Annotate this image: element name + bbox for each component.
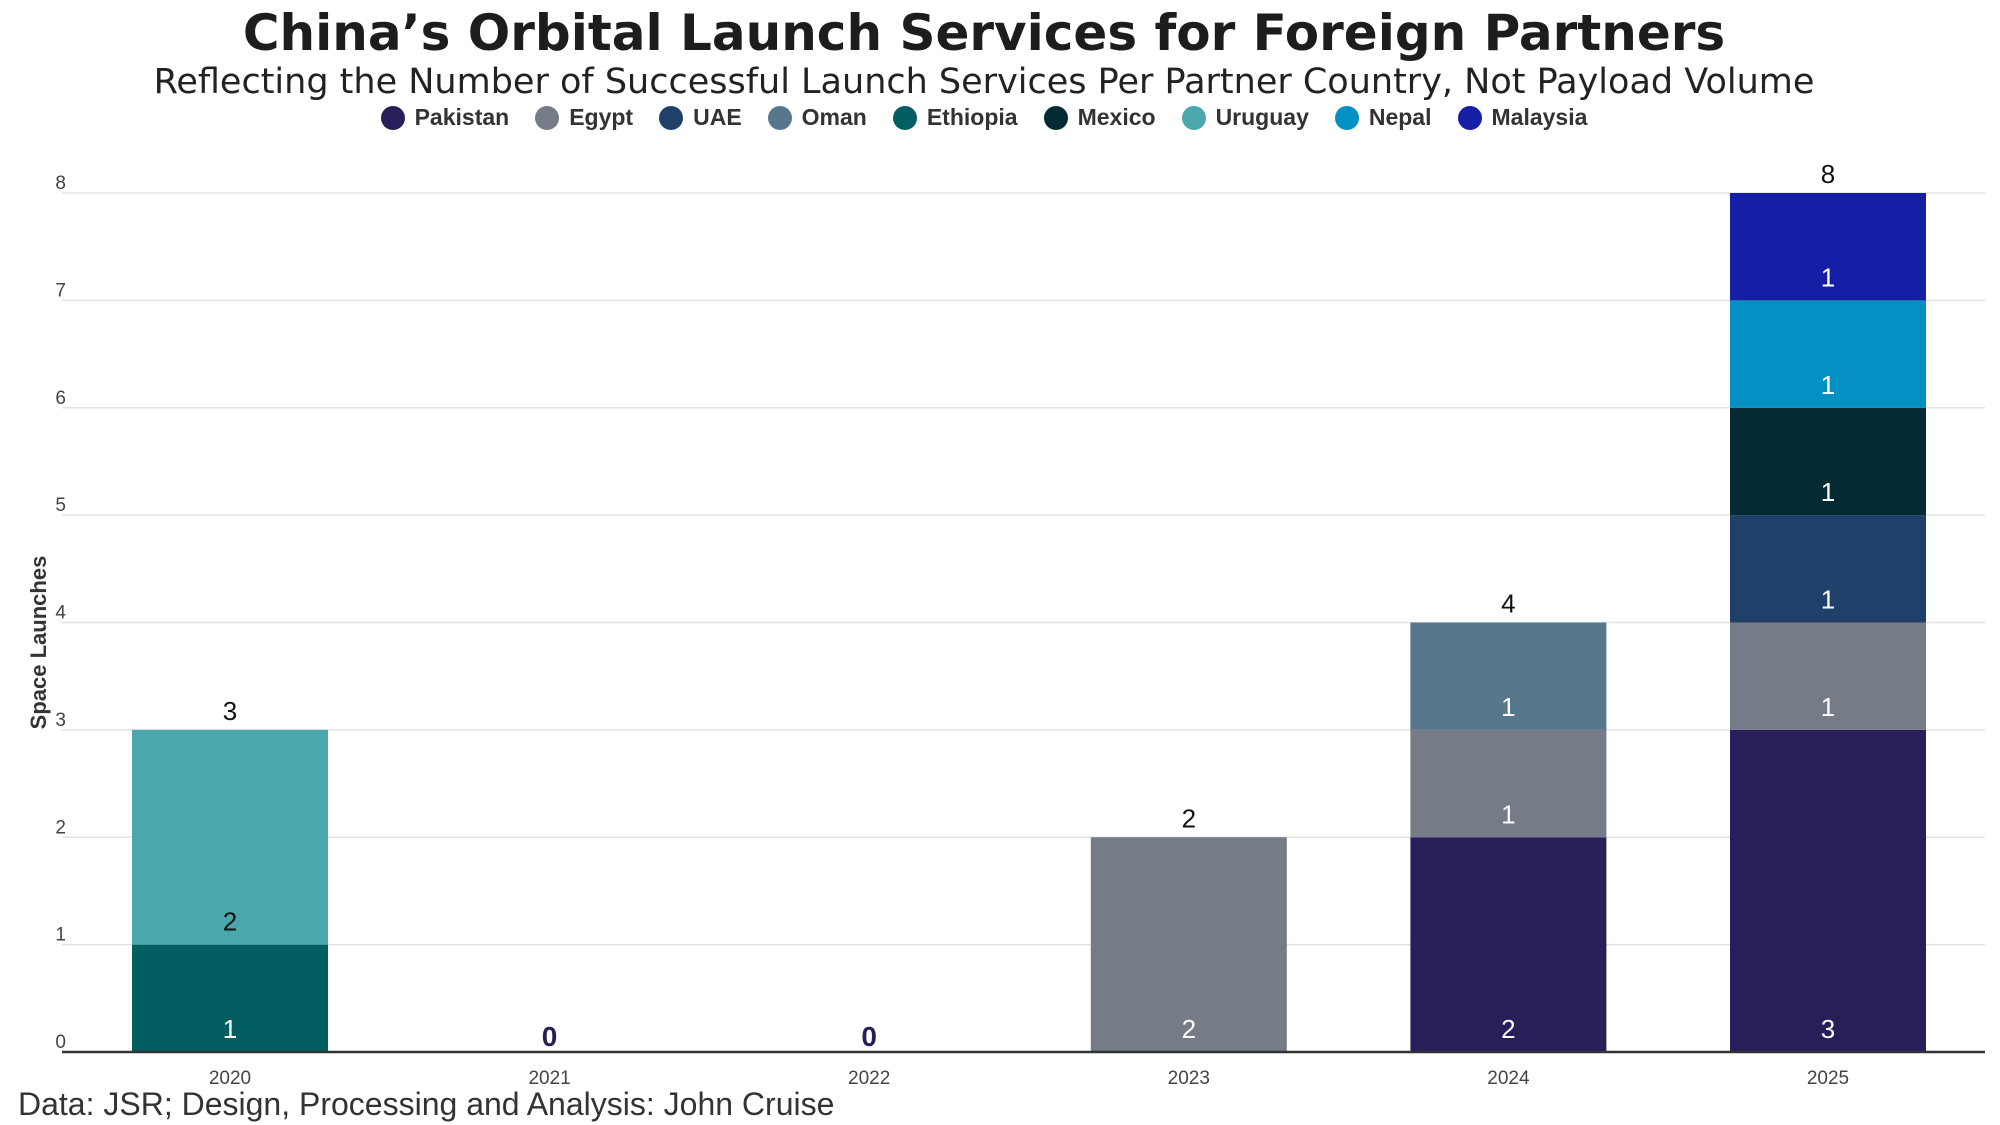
segment-value-label: 1 bbox=[223, 1014, 237, 1044]
x-tick-label: 2024 bbox=[1487, 1068, 1530, 1089]
bar-2020-uruguay bbox=[132, 729, 328, 945]
legend-label: Ethiopia bbox=[926, 104, 1018, 130]
legend-label: Oman bbox=[801, 104, 867, 130]
x-tick-label: 2020 bbox=[209, 1068, 251, 1089]
legend-swatch bbox=[892, 105, 917, 130]
segment-value-label: 2 bbox=[1182, 1014, 1196, 1044]
legend-item-ethiopia: Ethiopia bbox=[892, 104, 1018, 131]
legend-swatch bbox=[1457, 105, 1482, 130]
bar-2025-nepal bbox=[1730, 300, 1926, 408]
legend-swatch bbox=[1043, 105, 1068, 130]
x-tick-label: 2023 bbox=[1168, 1068, 1210, 1089]
legend-swatch bbox=[1181, 105, 1206, 130]
legend: Pakistan Egypt UAE Oman Ethiopia Mexico Urugua… bbox=[0, 104, 1968, 131]
legend-swatch bbox=[535, 105, 560, 130]
segment-value-label: 1 bbox=[1821, 692, 1835, 722]
bar-2025-pakistan bbox=[1730, 729, 1926, 1052]
legend-label: Uruguay bbox=[1215, 104, 1309, 130]
y-tick-label: 6 bbox=[55, 388, 66, 409]
y-tick-label: 3 bbox=[55, 710, 66, 731]
bar-total-label: 2 bbox=[1182, 803, 1196, 833]
legend-swatch bbox=[1334, 105, 1359, 130]
bar-2025-mexico bbox=[1730, 407, 1926, 516]
y-tick-label: 5 bbox=[55, 495, 66, 516]
x-tick-label: 2025 bbox=[1807, 1068, 1849, 1089]
source-note: Data: JSR; Design, Processing and Analys… bbox=[18, 1086, 835, 1122]
chart-subtitle: Reflecting the Number of Successful Laun… bbox=[153, 62, 1815, 102]
y-tick-label: 7 bbox=[55, 280, 66, 301]
legend-item-egypt: Egypt bbox=[535, 104, 633, 131]
y-tick-label: 1 bbox=[55, 925, 66, 946]
bar-2025-uae bbox=[1730, 515, 1926, 623]
y-tick-label: 0 bbox=[55, 1032, 66, 1053]
legend-label: Nepal bbox=[1368, 104, 1432, 130]
bar-2024-oman bbox=[1410, 622, 1607, 730]
bar-2024-egypt bbox=[1410, 729, 1607, 838]
segment-value-label: 2 bbox=[1501, 1014, 1515, 1044]
bar-2024-pakistan bbox=[1410, 837, 1607, 1052]
bar-total-label: 4 bbox=[1501, 589, 1515, 619]
segment-value-label: 1 bbox=[1821, 477, 1835, 507]
bar-total-label: 8 bbox=[1821, 159, 1835, 189]
legend-label: Mexico bbox=[1077, 104, 1156, 130]
legend-item-mexico: Mexico bbox=[1043, 104, 1156, 131]
legend-label: UAE bbox=[693, 104, 742, 130]
legend-item-pakistan: Pakistan bbox=[380, 104, 510, 131]
bar-2025-malaysia bbox=[1730, 193, 1926, 301]
bar-2025-egypt bbox=[1730, 622, 1926, 730]
bar-total-label: 3 bbox=[223, 696, 237, 726]
legend-label: Pakistan bbox=[414, 104, 510, 130]
legend-item-uruguay: Uruguay bbox=[1181, 104, 1309, 131]
y-tick-label: 8 bbox=[55, 173, 66, 194]
segment-value-label: 3 bbox=[1821, 1014, 1835, 1044]
x-tick-label: 2022 bbox=[848, 1068, 890, 1089]
segment-value-label: 1 bbox=[1821, 262, 1835, 292]
x-tick-label: 2021 bbox=[528, 1068, 570, 1089]
bar-2020-ethiopia bbox=[132, 944, 328, 1052]
legend-item-uae: UAE bbox=[659, 104, 742, 131]
legend-item-oman: Oman bbox=[767, 104, 867, 131]
segment-value-label: 1 bbox=[1501, 692, 1515, 722]
segment-value-label: 0 bbox=[542, 1021, 558, 1052]
legend-swatch bbox=[767, 105, 792, 130]
bar-2023-egypt bbox=[1090, 837, 1287, 1052]
legend-item-nepal: Nepal bbox=[1334, 104, 1432, 131]
segment-value-label: 2 bbox=[223, 907, 237, 937]
segment-value-label: 1 bbox=[1821, 585, 1835, 615]
legend-label: Egypt bbox=[569, 104, 634, 130]
legend-swatch bbox=[380, 105, 405, 130]
y-axis-label: Space Launches bbox=[26, 556, 51, 730]
legend-swatch bbox=[659, 105, 684, 130]
y-tick-label: 4 bbox=[55, 603, 66, 624]
segment-value-label: 0 bbox=[861, 1021, 877, 1052]
legend-label: Malaysia bbox=[1491, 104, 1588, 130]
legend-item-malaysia: Malaysia bbox=[1457, 104, 1588, 131]
chart-title: China’s Orbital Launch Services for Fore… bbox=[242, 4, 1726, 62]
segment-value-label: 1 bbox=[1821, 370, 1835, 400]
y-tick-label: 2 bbox=[55, 817, 66, 838]
segment-value-label: 1 bbox=[1501, 799, 1515, 829]
